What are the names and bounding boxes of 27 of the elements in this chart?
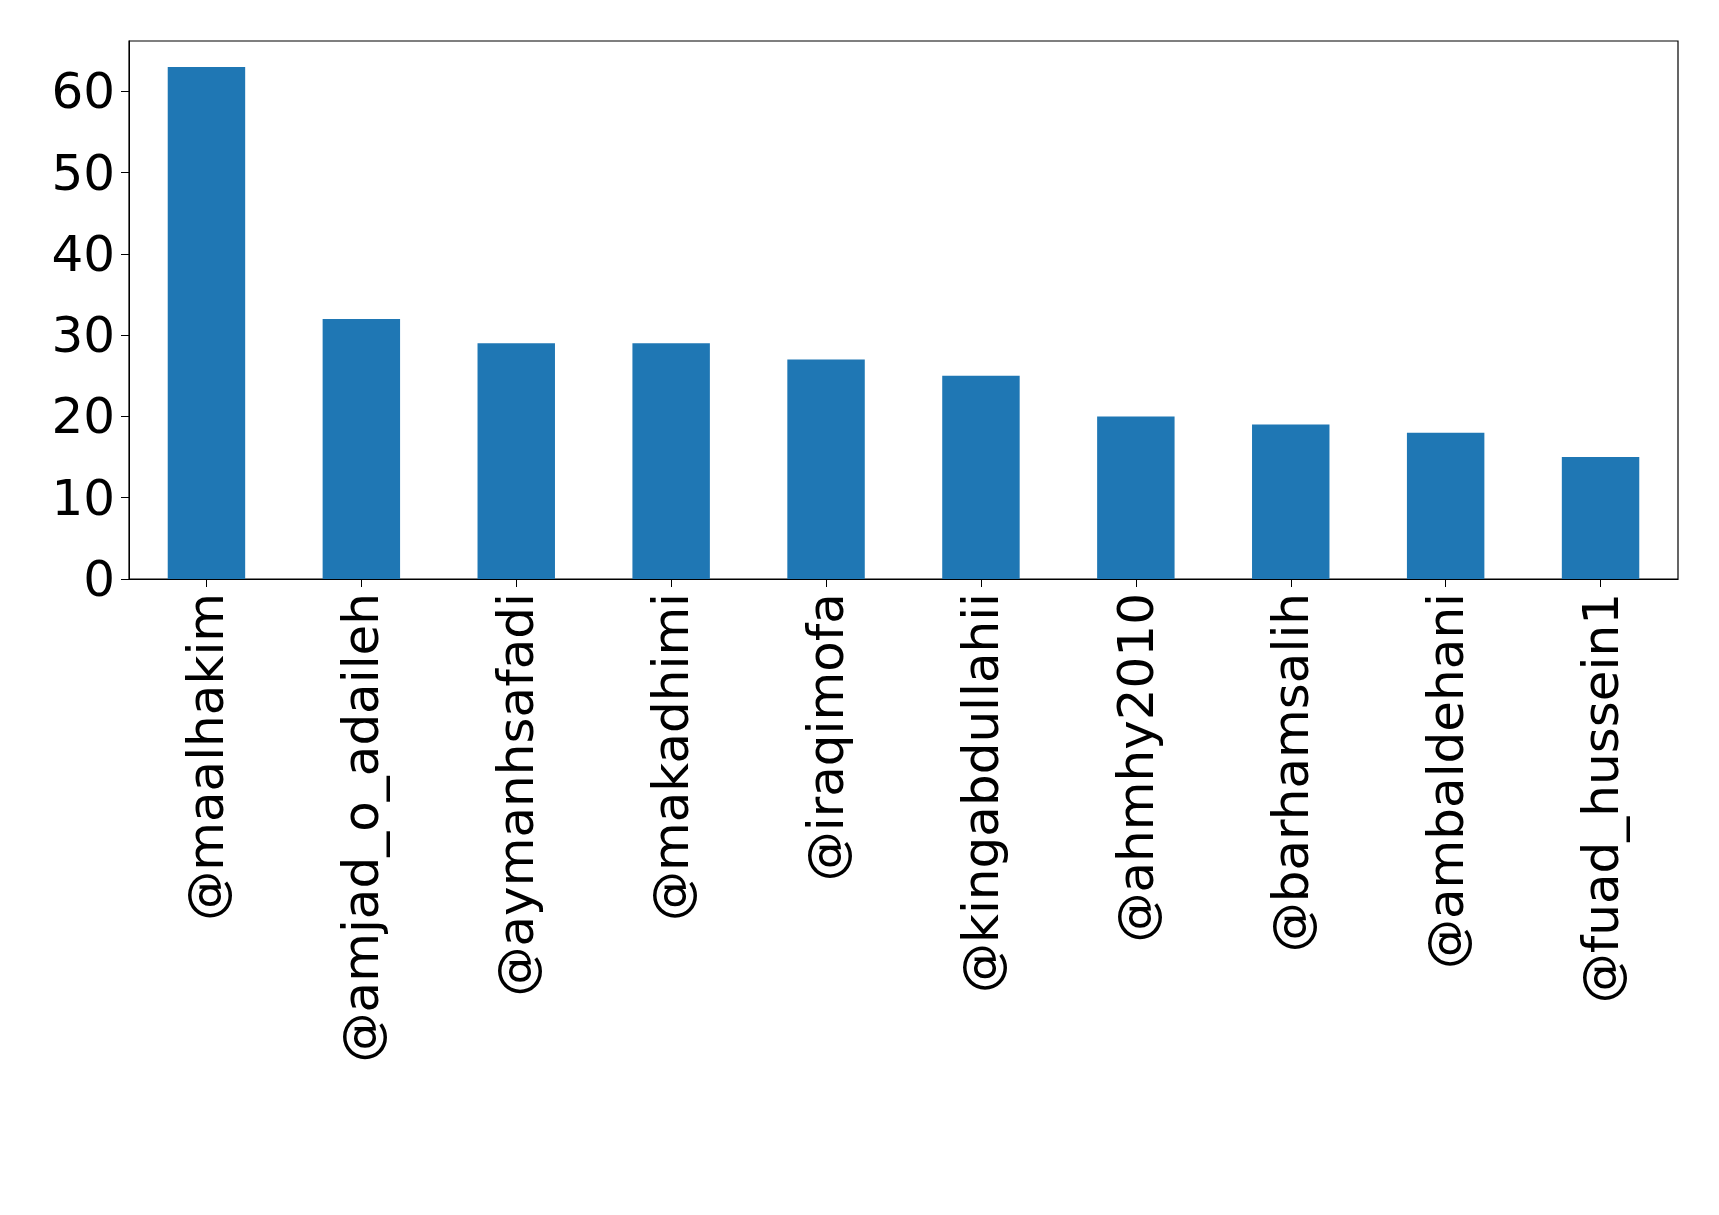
y-tick-label: 10 bbox=[51, 468, 115, 527]
x-tick-label: @barhamsalih bbox=[1261, 593, 1320, 953]
y-tick-label: 30 bbox=[51, 306, 115, 365]
y-tick-label: 60 bbox=[51, 62, 115, 121]
x-tick-label: @ambaldehani bbox=[1416, 593, 1475, 970]
x-tick-label: @makadhimi bbox=[642, 593, 701, 921]
x-tick-label: @amjad_o_adaileh bbox=[332, 593, 391, 1063]
x-tick-label: @fuad_hussein1 bbox=[1571, 593, 1630, 1004]
x-tick-label: @aymanhsafadi bbox=[487, 593, 546, 997]
y-tick-label: 0 bbox=[83, 550, 115, 608]
x-tick-label: @kingabdullahii bbox=[951, 593, 1010, 993]
bar bbox=[322, 318, 401, 579]
bar bbox=[1097, 416, 1175, 579]
bar bbox=[167, 67, 246, 579]
y-tick-label: 40 bbox=[51, 224, 115, 283]
y-tick-label: 20 bbox=[51, 387, 115, 446]
bar bbox=[1406, 432, 1485, 579]
x-tick-label: @ahmhy2010 bbox=[1106, 593, 1165, 943]
y-tick-label: 50 bbox=[51, 143, 115, 202]
x-tick-label: @iraqimofa bbox=[797, 593, 856, 882]
bar bbox=[477, 343, 555, 579]
bar bbox=[632, 343, 710, 579]
bar bbox=[1561, 457, 1640, 579]
x-tick-label: @maalhakim bbox=[177, 593, 236, 921]
bar bbox=[942, 375, 1020, 579]
bar bbox=[1252, 424, 1330, 579]
bar bbox=[787, 359, 865, 579]
